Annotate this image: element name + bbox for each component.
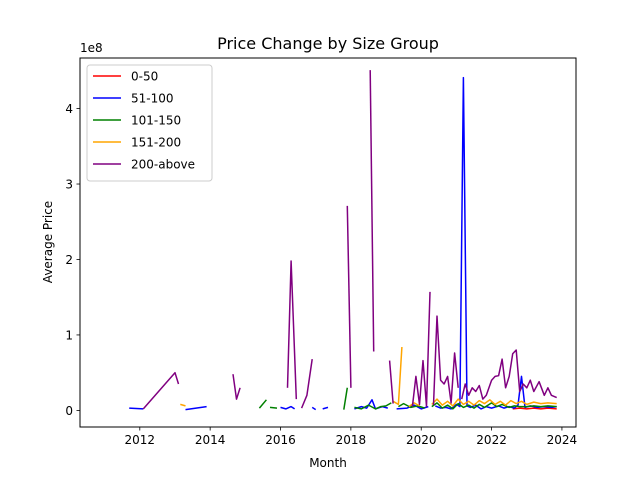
series-0-50-line-segment bbox=[512, 407, 557, 410]
series-200-above-line-segment bbox=[432, 315, 459, 406]
series-200-above-line-segment bbox=[369, 70, 375, 352]
series-151-200-line-segment bbox=[431, 398, 557, 407]
x-tick-label: 2016 bbox=[265, 433, 296, 447]
series-101-150-line-segment bbox=[354, 402, 392, 410]
plot-lines bbox=[129, 70, 557, 411]
series-51-100-line-segment bbox=[311, 406, 317, 411]
legend-label: 200-above bbox=[131, 158, 195, 172]
chart-title: Price Change by Size Group bbox=[217, 34, 439, 53]
series-151-200-line-segment bbox=[392, 346, 403, 406]
legend-label: 0-50 bbox=[131, 70, 158, 84]
plot-frame bbox=[79, 57, 577, 428]
legend-label: 51-100 bbox=[131, 92, 174, 106]
y-axis: 0 1 2 3 4 bbox=[65, 102, 80, 418]
series-200-above-line-segment bbox=[232, 374, 241, 400]
legend-box bbox=[86, 64, 213, 182]
y-tick-label: 2 bbox=[65, 253, 73, 267]
series-101-150-line-segment bbox=[431, 402, 557, 410]
series-51-100-line-segment bbox=[322, 406, 329, 410]
series-200-above-line-segment bbox=[286, 260, 298, 400]
x-tick-label: 2014 bbox=[195, 433, 226, 447]
series-101-150-line-segment bbox=[269, 406, 278, 409]
y-tick-label: 4 bbox=[65, 102, 73, 116]
series-51-100-line-segment bbox=[129, 407, 144, 410]
series-101-150-line-segment bbox=[258, 399, 267, 409]
x-tick-label: 2020 bbox=[406, 433, 437, 447]
y-tick-label: 1 bbox=[65, 328, 73, 342]
series-200-above-line-segment bbox=[142, 371, 180, 410]
x-tick-label: 2024 bbox=[547, 433, 578, 447]
y-tick-label: 0 bbox=[65, 404, 73, 418]
y-axis-label: Average Price bbox=[41, 201, 55, 283]
legend-label: 101-150 bbox=[131, 114, 181, 128]
series-151-200-line-segment bbox=[180, 403, 186, 407]
series-200-above-line-segment bbox=[388, 360, 394, 404]
series-151-200-line-segment bbox=[408, 402, 420, 408]
series-200-above-line-segment bbox=[300, 358, 313, 409]
legend: 0-50 51-100 101-150 151-200 200-above bbox=[86, 64, 213, 182]
series-51-100-line-segment bbox=[354, 399, 389, 410]
x-axis-label: Month bbox=[309, 456, 347, 470]
series-200-above-line-segment bbox=[346, 205, 352, 388]
legend-label: 151-200 bbox=[131, 136, 181, 150]
y-scale-label: 1e8 bbox=[80, 41, 103, 55]
x-tick-label: 2022 bbox=[476, 433, 507, 447]
series-200-above-line-segment bbox=[411, 291, 431, 408]
series-101-150-line-segment bbox=[398, 402, 425, 409]
y-tick-label: 3 bbox=[65, 178, 73, 192]
x-tick-label: 2012 bbox=[125, 433, 156, 447]
series-101-150-line-segment bbox=[343, 387, 349, 410]
x-tick-label: 2018 bbox=[336, 433, 367, 447]
series-200-above-line-segment bbox=[460, 349, 557, 400]
series-51-100-line-segment bbox=[185, 405, 207, 411]
series-51-100-line-segment bbox=[280, 405, 296, 410]
x-axis: 2012 2014 2016 2018 2020 2022 2024 bbox=[125, 427, 578, 447]
